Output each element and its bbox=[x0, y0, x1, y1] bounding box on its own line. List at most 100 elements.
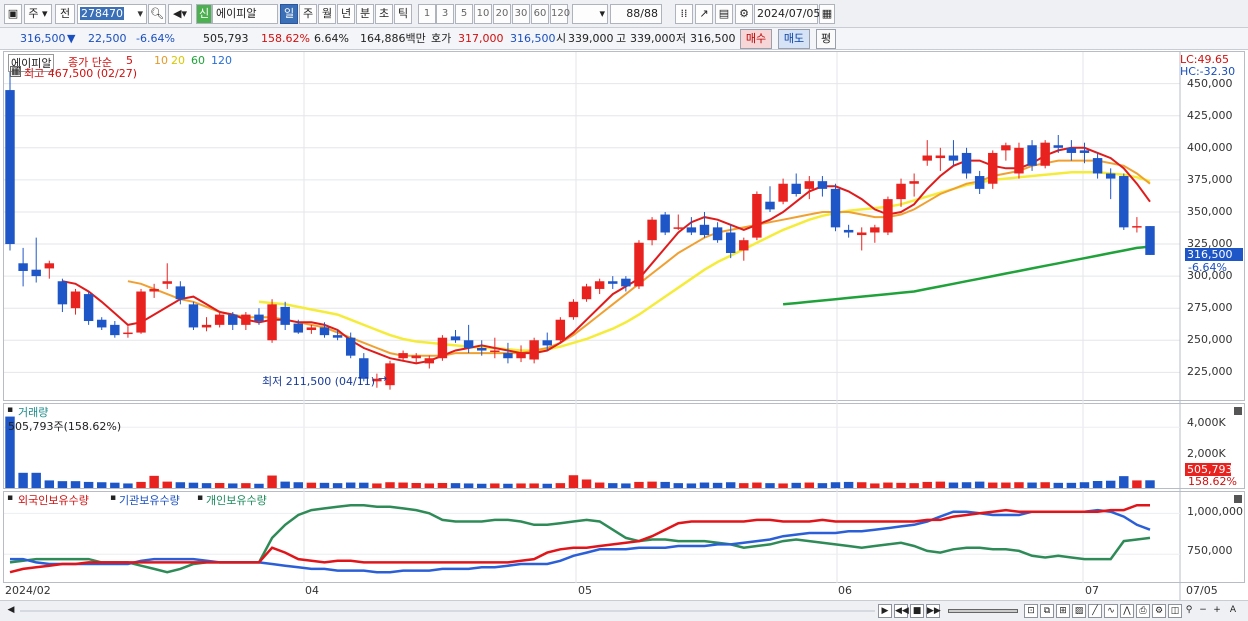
avg-button[interactable]: 평 bbox=[816, 29, 836, 49]
candle-body bbox=[1053, 145, 1063, 148]
low-label: 저 bbox=[676, 32, 687, 45]
speaker-icon[interactable]: ◀▾ bbox=[168, 4, 192, 24]
period-tab[interactable]: 틱 bbox=[394, 4, 412, 24]
price-chart-panel bbox=[3, 51, 1245, 401]
sell-button[interactable]: 매도 bbox=[778, 29, 810, 49]
quote-ask: 317,000 bbox=[458, 32, 504, 45]
stock-code-text: 278470 bbox=[80, 7, 124, 20]
volume-bar bbox=[922, 481, 932, 488]
trend-icon[interactable]: ∿ bbox=[1104, 604, 1118, 618]
interval-button[interactable]: 3 bbox=[436, 4, 454, 24]
volume-bar bbox=[372, 483, 382, 488]
prev-button[interactable]: 전 bbox=[55, 4, 75, 24]
lc-value: LC:49.65 bbox=[1180, 53, 1230, 66]
turnover-percent: 6.64% bbox=[314, 32, 349, 45]
market-select[interactable]: 주 ▾ bbox=[24, 4, 52, 24]
window-split-icon[interactable]: ⊞ bbox=[1056, 604, 1070, 618]
candle-body bbox=[293, 323, 303, 333]
interval-button[interactable]: 1 bbox=[418, 4, 436, 24]
settings-icon[interactable]: ⚙ bbox=[1152, 604, 1166, 618]
config-icon[interactable]: ◫ bbox=[1168, 604, 1182, 618]
date-field[interactable]: 2024/07/05 bbox=[754, 4, 820, 24]
interval-button[interactable]: 120 bbox=[550, 4, 570, 24]
auto-scale-icon[interactable]: A bbox=[1229, 605, 1237, 615]
candle-body bbox=[31, 269, 41, 277]
interval-button[interactable]: 30 bbox=[512, 4, 530, 24]
candle-body bbox=[214, 314, 225, 325]
zoom-out-icon[interactable]: − bbox=[1199, 605, 1207, 615]
close-icon[interactable] bbox=[1234, 495, 1242, 503]
stop-icon[interactable]: ■ bbox=[910, 604, 924, 618]
candle-body bbox=[123, 332, 133, 335]
volume-bar bbox=[1053, 482, 1063, 488]
quote-bid: 316,500 bbox=[510, 32, 556, 45]
line-tool-icon[interactable]: ╱ bbox=[1088, 604, 1102, 618]
print-icon[interactable]: ⎙ bbox=[1136, 604, 1150, 618]
interval-button[interactable]: 5 bbox=[455, 4, 473, 24]
candle-body bbox=[883, 199, 893, 233]
institution-holding-label: 기관보유수량 bbox=[119, 494, 180, 507]
volume-bar bbox=[830, 482, 841, 488]
volume-tick-4000k: 4,000K bbox=[1187, 416, 1226, 429]
volume-bar bbox=[228, 483, 238, 488]
ma10-label: 10 bbox=[154, 54, 168, 67]
gear-icon[interactable]: ⚙ bbox=[735, 4, 753, 24]
volume-bar bbox=[725, 482, 736, 488]
low-price: 316,500 bbox=[690, 32, 736, 45]
window-icon[interactable]: ▣ bbox=[4, 4, 22, 24]
count-field[interactable]: 88/88 bbox=[610, 4, 662, 24]
draw-icon[interactable]: ↗ bbox=[695, 4, 713, 24]
grid-icon[interactable]: ⁞⁞ bbox=[675, 4, 693, 24]
layout-icon[interactable]: ⊡ bbox=[1024, 604, 1038, 618]
candle-body bbox=[778, 183, 788, 202]
interval-button[interactable]: 20 bbox=[493, 4, 511, 24]
volume-panel-toggle-icon[interactable]: ▪ bbox=[7, 405, 14, 415]
period-tab[interactable]: 월 bbox=[318, 4, 336, 24]
volume-bar bbox=[791, 482, 801, 488]
play-icon[interactable]: ▶ bbox=[878, 604, 892, 618]
copy-icon[interactable]: ⧉ bbox=[1040, 604, 1054, 618]
close-icon[interactable] bbox=[1234, 407, 1242, 415]
interval-button[interactable]: 60 bbox=[531, 4, 549, 24]
volume-bar bbox=[608, 483, 618, 488]
period-tab[interactable]: 일 bbox=[280, 4, 298, 24]
chart-canvas[interactable] bbox=[0, 0, 1248, 600]
candle-body bbox=[44, 263, 55, 269]
volume-current-pct: 158.62% bbox=[1188, 475, 1237, 488]
scroll-left-icon[interactable]: ◀ bbox=[7, 605, 15, 615]
image-icon[interactable]: ▨ bbox=[1072, 604, 1086, 618]
search-icon[interactable]: ⚲ bbox=[1185, 605, 1193, 615]
period-tab[interactable]: 년 bbox=[337, 4, 355, 24]
volume-bar bbox=[450, 483, 461, 488]
search-icon[interactable]: 🔍︎ bbox=[148, 4, 166, 24]
zoom-slider[interactable] bbox=[948, 609, 1018, 613]
volume-bar bbox=[5, 416, 15, 488]
stock-code-input[interactable]: 278470 ▾ bbox=[77, 4, 147, 24]
price-panel-name: 에이피알 bbox=[8, 54, 55, 72]
holdings-panel-toggle-icon[interactable]: ▪ bbox=[197, 493, 204, 503]
stock-name-field[interactable]: 에이피알 bbox=[212, 4, 278, 24]
interval-dropdown[interactable]: ▾ bbox=[572, 4, 608, 24]
rewind-icon[interactable]: ◀◀ bbox=[894, 604, 909, 618]
buy-button[interactable]: 매수 bbox=[740, 29, 772, 49]
high-note: 최고 467,500 (02/27) bbox=[24, 67, 138, 80]
ma-title: 종가 단순 bbox=[68, 56, 112, 69]
candle-body bbox=[909, 181, 919, 184]
period-tab[interactable]: 주 bbox=[299, 4, 317, 24]
table-icon[interactable]: ▦ bbox=[10, 66, 21, 77]
holdings-panel-toggle-icon[interactable]: ▪ bbox=[7, 493, 14, 503]
forward-icon[interactable]: ▶▶ bbox=[926, 604, 941, 618]
period-tab[interactable]: 초 bbox=[375, 4, 393, 24]
scrollbar-track[interactable] bbox=[20, 610, 875, 612]
zoom-in-icon[interactable]: + bbox=[1213, 605, 1221, 615]
candle-body bbox=[948, 155, 959, 161]
low-arrow-icon: → bbox=[378, 372, 388, 385]
wave-icon[interactable]: ⋀ bbox=[1120, 604, 1134, 618]
interval-button[interactable]: 10 bbox=[474, 4, 492, 24]
save-icon[interactable]: ▤ bbox=[715, 4, 733, 24]
candle-body bbox=[490, 350, 500, 353]
candle-body bbox=[241, 314, 251, 325]
calendar-icon[interactable]: ▦ bbox=[819, 4, 835, 24]
holdings-panel-toggle-icon[interactable]: ▪ bbox=[110, 493, 117, 503]
period-tab[interactable]: 분 bbox=[356, 4, 374, 24]
